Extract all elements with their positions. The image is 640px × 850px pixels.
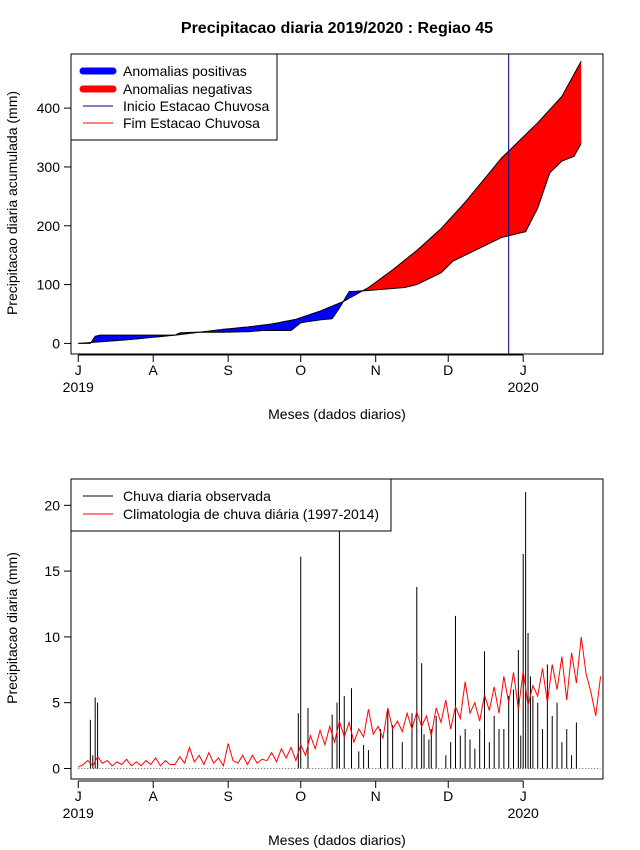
observed-accumulation-line xyxy=(78,143,582,344)
x-tick-label: A xyxy=(149,362,159,378)
y-tick-label: 15 xyxy=(44,563,60,579)
y-axis-label: Precipitacao diaria (mm) xyxy=(4,552,20,704)
y-tick-label: 100 xyxy=(37,277,61,293)
observed-bars xyxy=(78,492,601,769)
accumulation-lines xyxy=(78,54,582,354)
legend: Anomalias positivas Anomalias negativas … xyxy=(70,53,278,141)
y-axis: 0 5 10 15 20 xyxy=(44,497,71,776)
y-axis-label: Precipitacao diaria acumulada (mm) xyxy=(4,91,20,315)
x-tick-label: S xyxy=(224,362,233,378)
climatology-accumulation-line xyxy=(78,60,582,344)
legend-label-climatology: Climatologia de chuva diária (1997-2014) xyxy=(123,506,379,522)
x-tick-label: J xyxy=(520,362,527,378)
x-tick-year: 2019 xyxy=(63,805,94,821)
x-tick-label: O xyxy=(295,788,306,804)
x-tick-label: N xyxy=(371,788,381,804)
y-tick-label: 10 xyxy=(44,629,60,645)
y-tick-label: 20 xyxy=(44,497,60,513)
legend-label-positive: Anomalias positivas xyxy=(123,63,247,79)
y-axis: 0 100 200 300 400 xyxy=(37,100,71,351)
x-tick-label: N xyxy=(371,362,381,378)
x-axis-label: Meses (dados diarios) xyxy=(268,832,406,848)
climatology-series xyxy=(78,636,602,768)
legend: Chuva diaria observada Climatologia de c… xyxy=(70,478,392,532)
y-tick-label: 5 xyxy=(52,695,60,711)
legend-box xyxy=(70,478,392,532)
legend-label-observed: Chuva diaria observada xyxy=(123,488,271,504)
legend-label-start: Inicio Estacao Chuvosa xyxy=(123,98,270,114)
positive-anomaly-area xyxy=(201,299,345,333)
x-tick-label: D xyxy=(443,788,453,804)
climatology-line xyxy=(78,636,602,768)
x-tick-year: 2020 xyxy=(508,805,539,821)
y-tick-label: 0 xyxy=(52,335,60,351)
positive-anomaly-area xyxy=(92,334,178,343)
y-tick-label: 300 xyxy=(37,159,61,175)
x-tick-label: D xyxy=(443,362,453,378)
x-tick-year: 2019 xyxy=(63,379,94,395)
figure-title: Precipitacao diaria 2019/2020 : Regiao 4… xyxy=(181,20,493,37)
y-tick-label: 200 xyxy=(37,218,61,234)
y-tick-label: 400 xyxy=(37,100,61,116)
negative-anomaly-area xyxy=(363,61,582,291)
legend-label-negative: Anomalias negativas xyxy=(123,81,252,97)
x-tick-label: J xyxy=(75,362,82,378)
x-tick-label: O xyxy=(295,362,306,378)
x-tick-label: S xyxy=(224,788,233,804)
x-tick-label: A xyxy=(149,788,159,804)
x-axis-label: Meses (dados diarios) xyxy=(268,406,406,422)
x-tick-year: 2020 xyxy=(508,379,539,395)
x-tick-label: J xyxy=(75,788,82,804)
x-tick-label: J xyxy=(520,788,527,804)
legend-label-end: Fim Estacao Chuvosa xyxy=(123,115,260,131)
plot-frame xyxy=(70,53,604,355)
y-tick-label: 0 xyxy=(52,760,60,776)
